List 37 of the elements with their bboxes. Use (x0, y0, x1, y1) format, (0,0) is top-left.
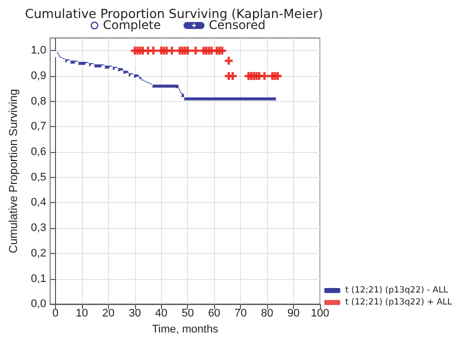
x-tick-label: 20 (102, 308, 115, 320)
x-tick-label: 0 (52, 308, 59, 320)
point (149, 46, 158, 55)
y-tick-label: 0,4 (30, 196, 46, 209)
x-tick-label: 10 (76, 308, 88, 320)
y-tick-label: 0,6 (30, 146, 46, 158)
x-tick-label: 70 (234, 308, 247, 320)
y-tick-label: 1,0 (30, 44, 46, 57)
point (228, 72, 237, 80)
x-tick-label: 50 (182, 308, 194, 320)
x-tick-label: 80 (260, 308, 274, 320)
x-tick-label: 90 (287, 308, 300, 320)
y-tick-label: 0,0 (30, 298, 46, 310)
y-axis-title: Cumulative Proportion Surviving (8, 88, 20, 254)
point (274, 72, 282, 80)
text: Censored (208, 18, 266, 32)
point (168, 46, 176, 55)
y-tick-label: 0,8 (30, 95, 46, 108)
y-tick-label: 0,2 (30, 247, 46, 260)
legend-label: t (12;21) (p13q22) - ALL (345, 286, 448, 296)
point (218, 46, 226, 55)
point (184, 46, 192, 55)
x-tick-label: 30 (128, 308, 141, 320)
chart-title: Cumulative Proportion Surviving (Kaplan-Meier) (25, 6, 324, 21)
x-tick-label: 60 (208, 308, 220, 320)
y-tick-label: 0,7 (30, 120, 46, 133)
text: Complete (103, 18, 161, 32)
y-tick-label: 0,3 (30, 222, 46, 234)
x-tick-label: 40 (155, 308, 168, 320)
legend-label: t (12;21) (p13q22) + ALL (345, 298, 452, 308)
x-tick-label: 100 (310, 308, 330, 320)
y-tick-label: 0,9 (30, 70, 46, 82)
point (192, 46, 200, 55)
point (224, 56, 233, 65)
x-axis-title: Time, months (152, 324, 219, 336)
y-tick-label: 0,5 (30, 171, 46, 184)
y-tick-label: 0,1 (30, 272, 46, 285)
